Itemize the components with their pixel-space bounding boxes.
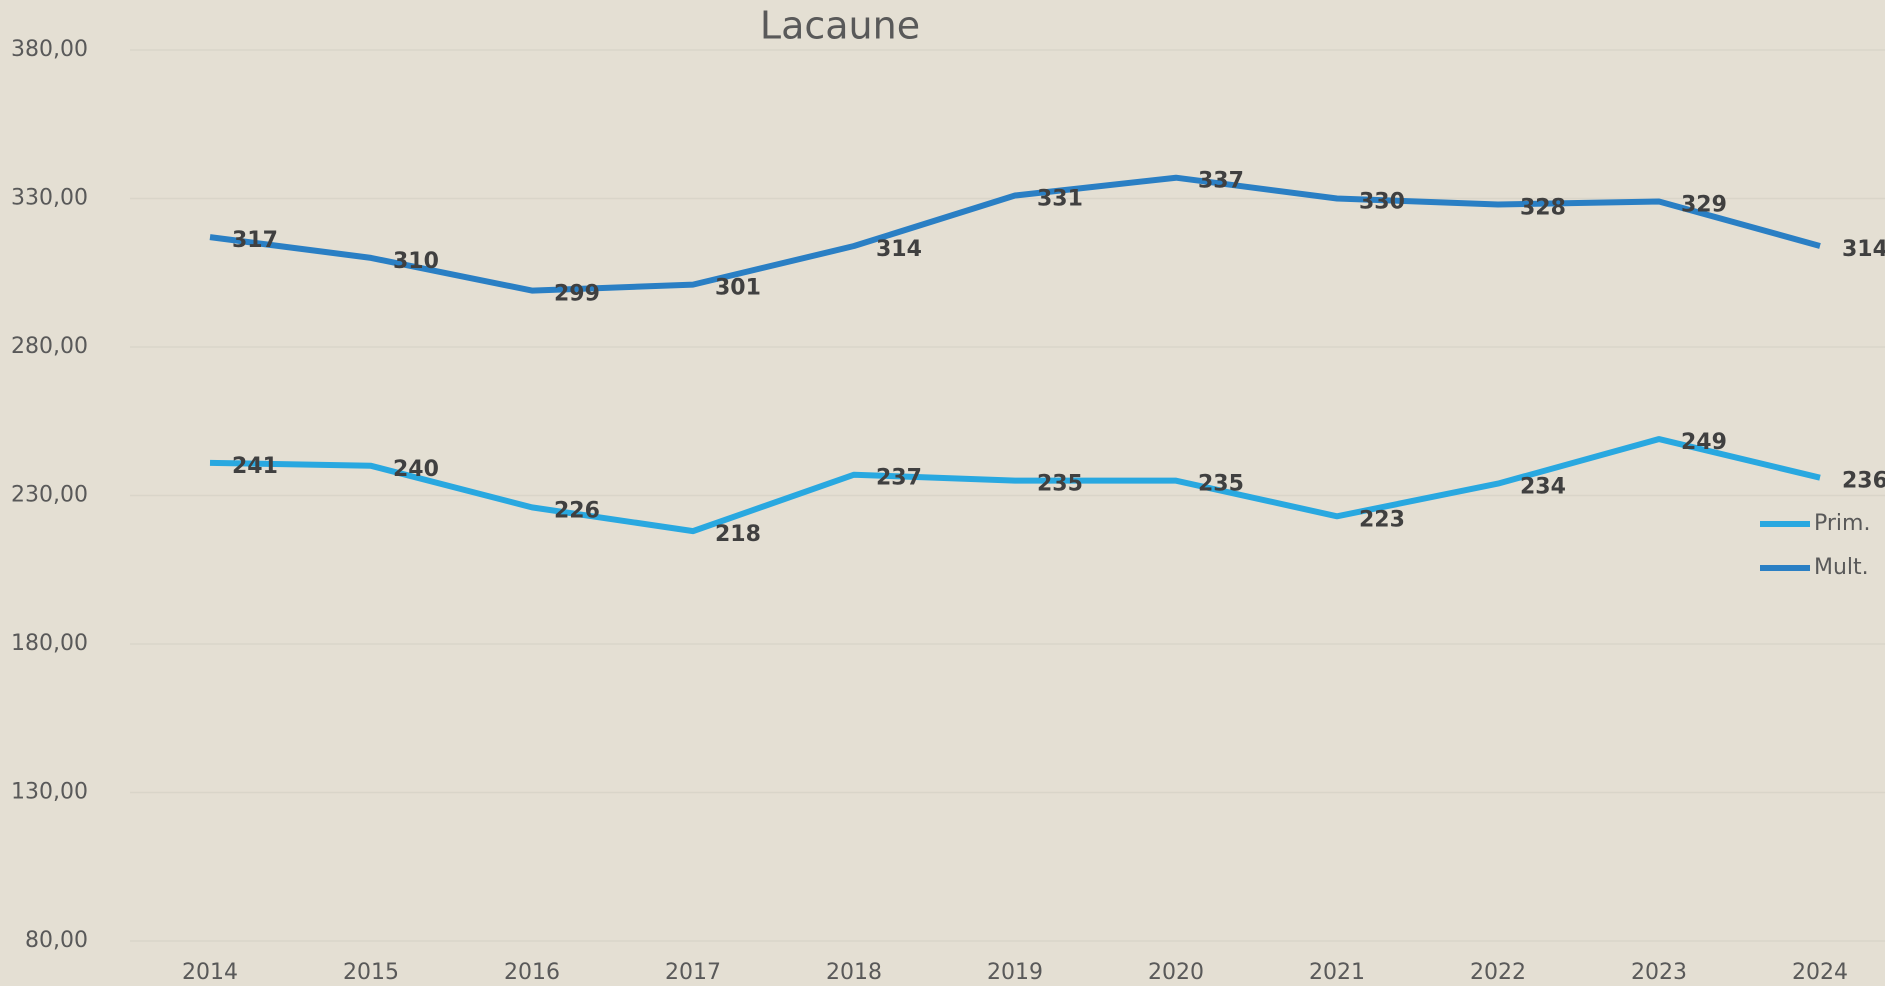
x-tick-label: 2024 (1792, 960, 1848, 985)
data-label: 328 (1520, 195, 1566, 220)
data-label: 241 (232, 454, 278, 479)
data-label: 235 (1037, 472, 1083, 497)
x-tick-label: 2020 (1148, 960, 1204, 985)
x-tick-label: 2021 (1309, 960, 1365, 985)
x-tick-label: 2017 (665, 960, 721, 985)
data-label: 218 (715, 522, 761, 547)
data-label: 223 (1359, 507, 1405, 532)
y-tick-label: 180,00 (11, 631, 88, 656)
data-label: 301 (715, 276, 761, 301)
data-label: 310 (393, 249, 439, 274)
data-label: 249 (1681, 430, 1727, 455)
data-label: 314 (1842, 237, 1885, 262)
y-tick-label: 280,00 (11, 334, 88, 359)
data-label: 226 (554, 498, 600, 523)
x-tick-label: 2019 (987, 960, 1043, 985)
data-label: 330 (1359, 190, 1405, 215)
series-line (209, 174, 1821, 294)
data-label: 237 (876, 466, 922, 491)
series-line (209, 436, 1821, 535)
data-label: 240 (393, 457, 439, 482)
y-tick-label: 130,00 (11, 780, 88, 805)
data-label: 299 (554, 282, 600, 307)
x-tick-label: 2014 (182, 960, 238, 985)
data-label: 314 (876, 237, 922, 262)
data-label: 329 (1681, 192, 1727, 217)
data-label: 236 (1842, 469, 1885, 494)
data-label: 234 (1520, 475, 1566, 500)
chart-title: Lacaune (760, 4, 920, 48)
x-tick-label: 2018 (826, 960, 882, 985)
legend-label: Mult. (1814, 555, 1869, 580)
y-tick-label: 380,00 (11, 37, 88, 62)
x-tick-label: 2022 (1470, 960, 1526, 985)
data-label: 331 (1037, 187, 1083, 212)
data-label: 317 (232, 228, 278, 253)
y-tick-label: 230,00 (11, 483, 88, 508)
y-tick-label: 330,00 (11, 186, 88, 211)
x-tick-label: 2016 (504, 960, 560, 985)
data-label: 337 (1198, 169, 1244, 194)
x-tick-label: 2023 (1631, 960, 1687, 985)
legend-label: Prim. (1814, 511, 1870, 536)
x-tick-label: 2015 (343, 960, 399, 985)
y-tick-label: 80,00 (25, 928, 88, 953)
data-label: 235 (1198, 472, 1244, 497)
